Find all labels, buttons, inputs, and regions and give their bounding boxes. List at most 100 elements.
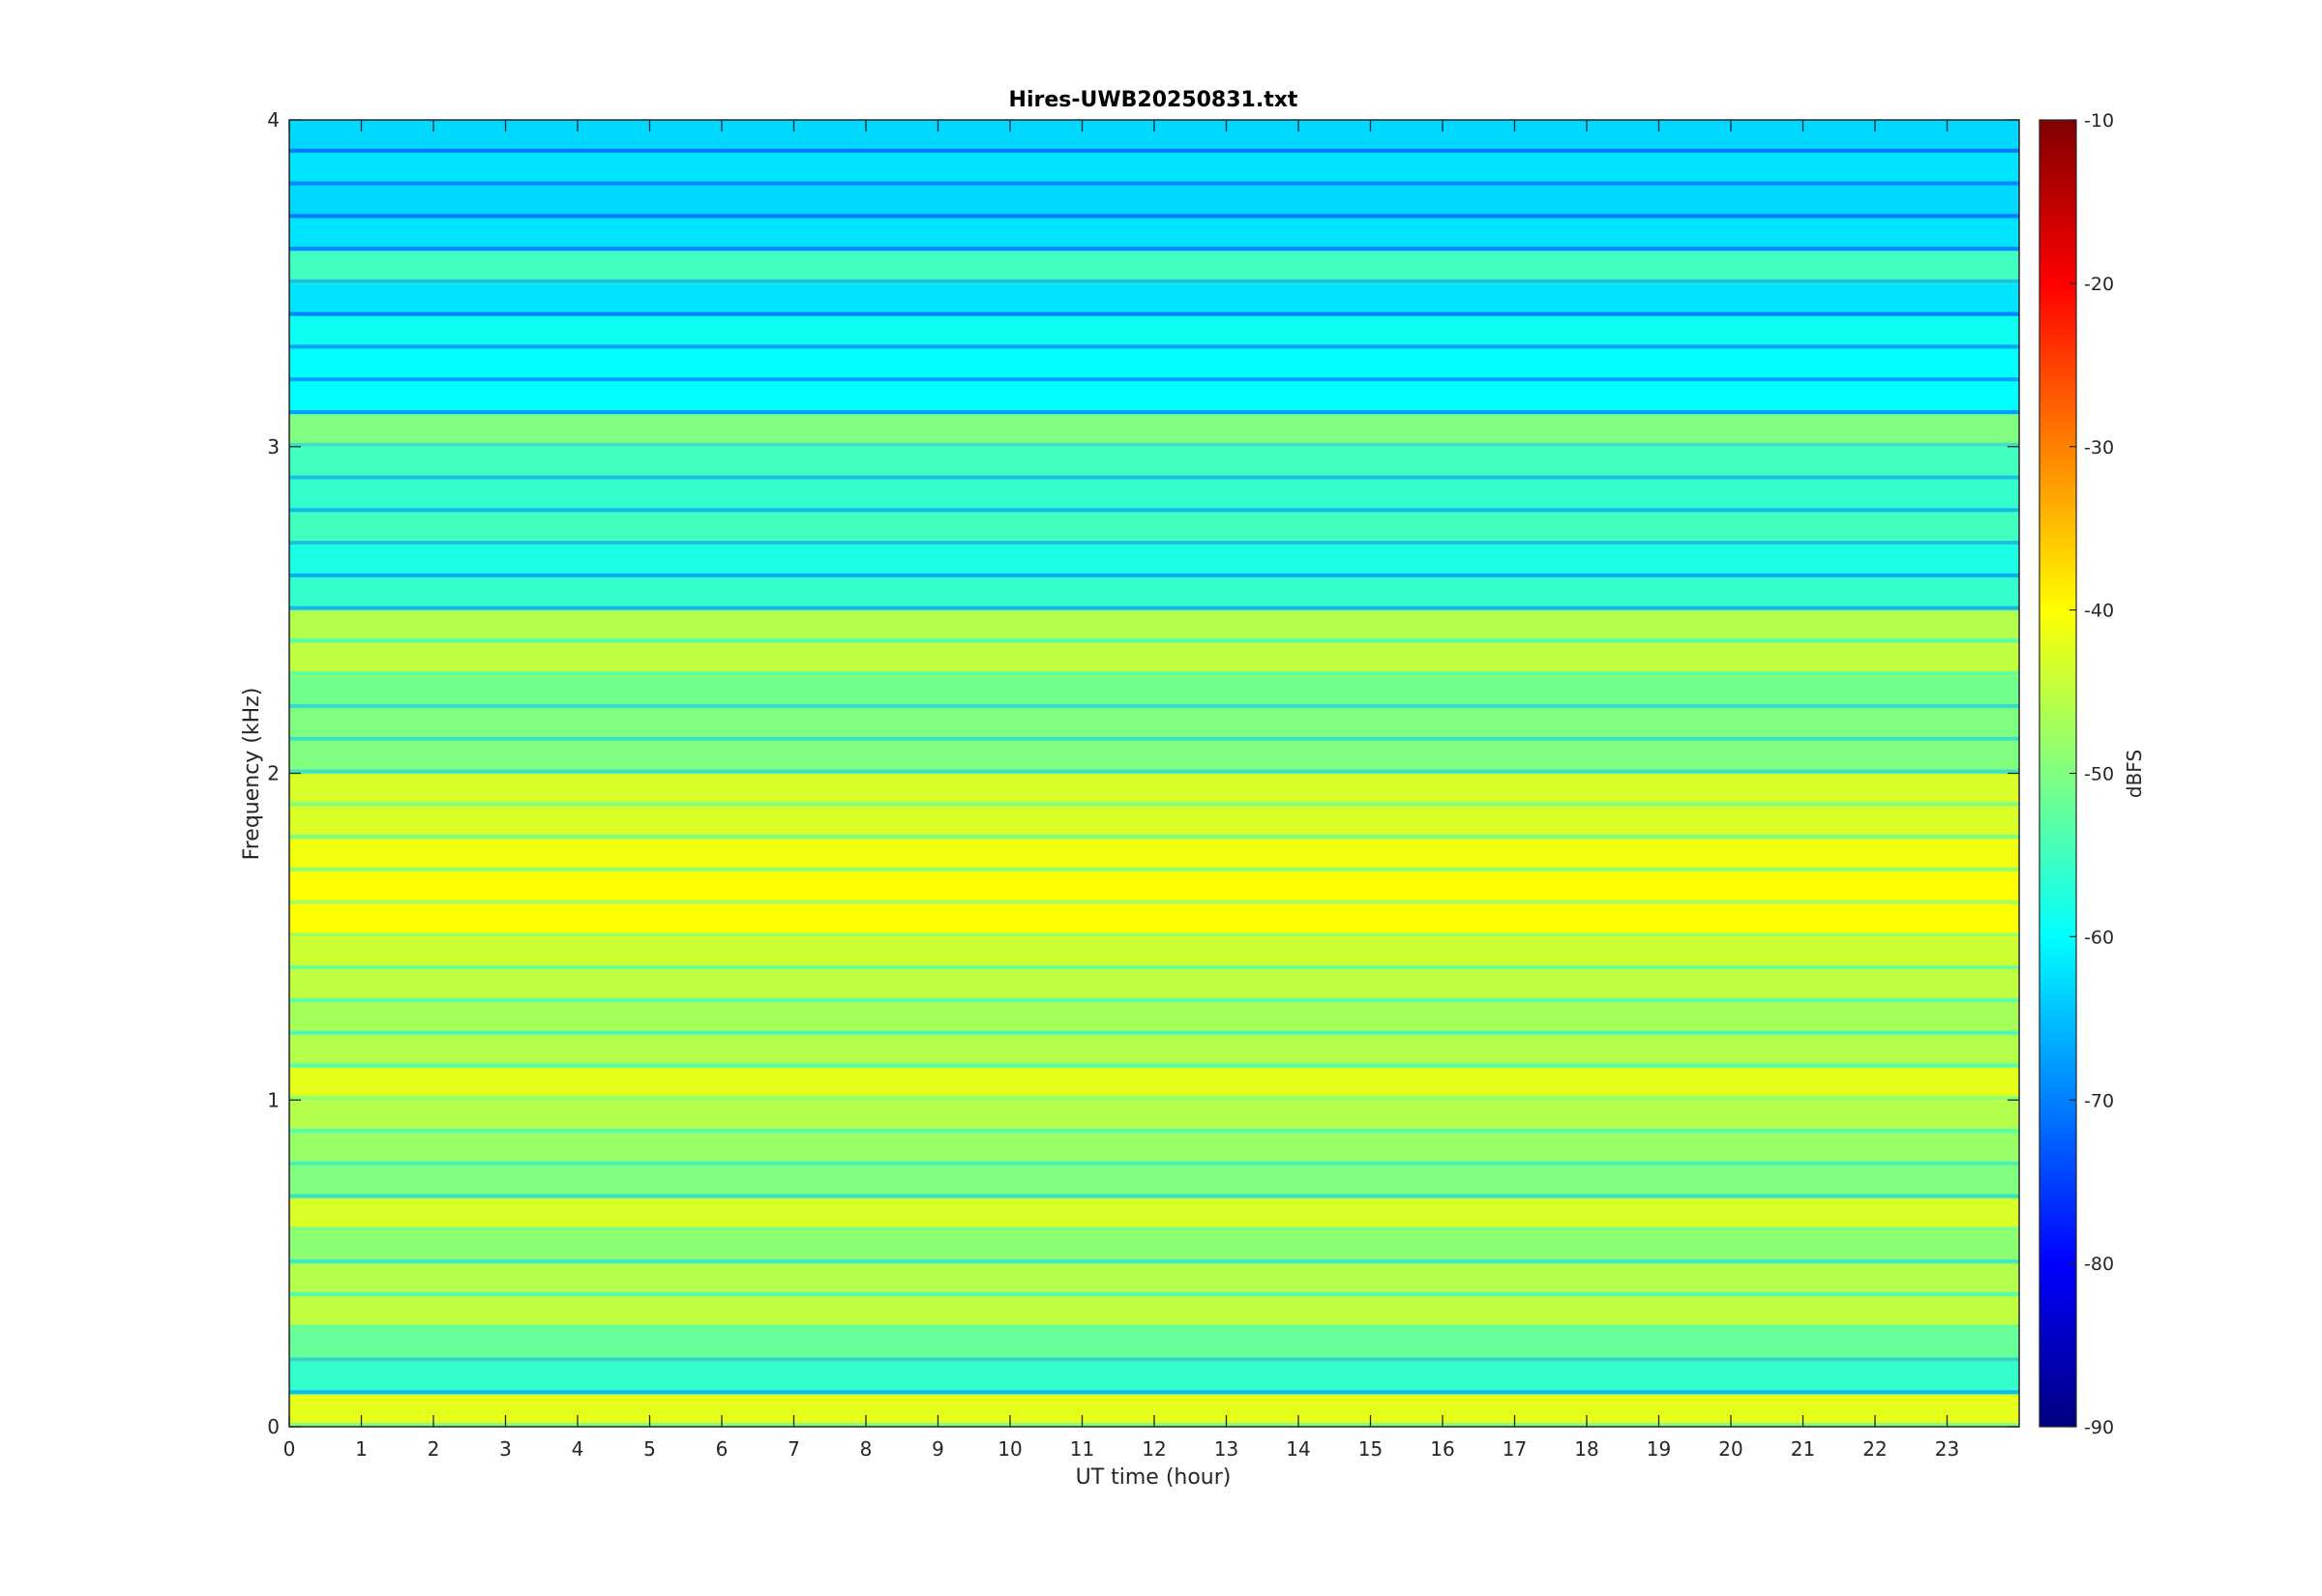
x-tick-label: 11 — [1070, 1437, 1094, 1461]
x-tick-label: 18 — [1574, 1437, 1598, 1461]
heatmap-band — [289, 1133, 2019, 1167]
heatmap-band-gap — [289, 1227, 2019, 1231]
x-tick-label: 2 — [428, 1437, 440, 1461]
x-tick-label: 14 — [1286, 1437, 1310, 1461]
heatmap-band-gap — [289, 932, 2019, 937]
heatmap-band — [289, 1328, 2019, 1362]
y-axis: 0 1 2 3 4 — [267, 108, 2019, 1438]
x-tick-label: 19 — [1647, 1437, 1671, 1461]
heatmap-band-gap — [289, 1194, 2019, 1198]
colorbar-tick-label: -80 — [2084, 1254, 2114, 1275]
heatmap-band-gap — [289, 541, 2019, 546]
x-tick-label: 16 — [1430, 1437, 1454, 1461]
heatmap-band-gap — [289, 508, 2019, 513]
heatmap-band — [289, 969, 2019, 1003]
heatmap-band-gap — [289, 475, 2019, 480]
colorbar: -10 -20 -30 -40 -50 -60 -70 -80 -90 dBFS — [2039, 110, 2146, 1438]
heatmap-band-gap — [289, 965, 2019, 970]
y-tick-label: 4 — [267, 108, 280, 132]
heatmap-band-gap — [289, 1357, 2019, 1362]
y-tick-label: 1 — [267, 1088, 280, 1111]
heatmap-band — [289, 1034, 2019, 1068]
x-tick-label: 12 — [1142, 1437, 1166, 1461]
y-axis-label: Frequency (kHz) — [240, 688, 264, 861]
heatmap-band-gap — [289, 1324, 2019, 1329]
heatmap-band — [289, 315, 2019, 349]
heatmap-band — [289, 871, 2019, 905]
y-tick-label: 3 — [267, 435, 280, 458]
heatmap-band-gap — [289, 409, 2019, 414]
colorbar-tick-label: -30 — [2084, 437, 2114, 458]
heatmap-band-gap — [289, 703, 2019, 708]
heatmap-band-gap — [289, 1096, 2019, 1101]
heatmap-band — [289, 642, 2019, 676]
heatmap-band — [289, 1295, 2019, 1330]
colorbar-tick-label: -40 — [2084, 601, 2114, 622]
heatmap-band-gap — [289, 344, 2019, 349]
colorbar-ticks: -10 -20 -30 -40 -50 -60 -70 -80 -90 — [2069, 110, 2114, 1438]
colorbar-label: dBFS — [2123, 750, 2146, 798]
x-tick-label: 15 — [1358, 1437, 1383, 1461]
heatmap-band — [289, 1165, 2019, 1199]
y-tick-label: 2 — [267, 762, 280, 785]
heatmap-band-gap — [289, 148, 2019, 153]
heatmap-band — [289, 251, 2019, 284]
x-axis: 0 1 2 3 4 5 6 7 8 9 10 11 12 13 14 15 16 17 18 19 20 21 22 23 — [283, 120, 1959, 1461]
heatmap-band-gap — [289, 1030, 2019, 1035]
heatmap-band-gap — [289, 997, 2019, 1002]
x-tick-label: 23 — [1935, 1437, 1959, 1461]
heatmap-band — [289, 1197, 2019, 1231]
heatmap-band — [289, 773, 2019, 807]
heatmap-band-gap — [289, 181, 2019, 186]
heatmap-band-gap — [289, 900, 2019, 904]
heatmap-band — [289, 446, 2019, 481]
x-tick-label: 3 — [499, 1437, 512, 1461]
heatmap-band-gap — [289, 247, 2019, 251]
heatmap-band — [289, 282, 2019, 317]
x-tick-label: 9 — [932, 1437, 944, 1461]
heatmap-band-gap — [289, 311, 2019, 316]
x-tick-label: 0 — [283, 1437, 296, 1461]
x-tick-label: 7 — [788, 1437, 800, 1461]
heatmap-band — [289, 1067, 2019, 1101]
x-tick-label: 5 — [643, 1437, 656, 1461]
heatmap-band — [289, 413, 2019, 448]
heatmap-band-gap — [289, 1259, 2019, 1264]
heatmap-band — [289, 348, 2019, 382]
x-tick-label: 20 — [1718, 1437, 1742, 1461]
heatmap-band — [289, 609, 2019, 643]
heatmap-band-gap — [289, 1390, 2019, 1395]
chart-title: Hires-UWB20250831.txt — [1009, 88, 1298, 112]
heatmap-band-gap — [289, 1291, 2019, 1296]
heatmap-band-gap — [289, 835, 2019, 840]
heatmap-band — [289, 1100, 2019, 1134]
heatmap-band — [289, 675, 2019, 709]
colorbar-tick-label: -90 — [2084, 1417, 2114, 1438]
heatmap-band-gap — [289, 606, 2019, 610]
heatmap-band — [289, 576, 2019, 611]
heatmap-band-gap — [289, 1063, 2019, 1068]
heatmap-band-gap — [289, 442, 2019, 447]
y-tick-label: 0 — [267, 1415, 280, 1438]
x-tick-label: 8 — [860, 1437, 873, 1461]
heatmap-band-gap — [289, 214, 2019, 219]
heatmap-layer — [289, 120, 2019, 1428]
x-tick-label: 6 — [716, 1437, 729, 1461]
colorbar-tick-label: -50 — [2084, 764, 2114, 785]
heatmap-band-gap — [289, 377, 2019, 382]
colorbar-tick-label: -70 — [2084, 1090, 2114, 1111]
x-tick-label: 1 — [355, 1437, 368, 1461]
heatmap-band — [289, 479, 2019, 513]
heatmap-band — [289, 1263, 2019, 1297]
heatmap-band — [289, 707, 2019, 742]
x-tick-label: 13 — [1214, 1437, 1238, 1461]
x-tick-label: 4 — [572, 1437, 584, 1461]
heatmap-band-gap — [289, 573, 2019, 577]
heatmap-band — [289, 740, 2019, 774]
heatmap-band-gap — [289, 671, 2019, 676]
heatmap-band-gap — [289, 638, 2019, 643]
x-tick-label: 10 — [997, 1437, 1022, 1461]
heatmap-band — [289, 936, 2019, 970]
